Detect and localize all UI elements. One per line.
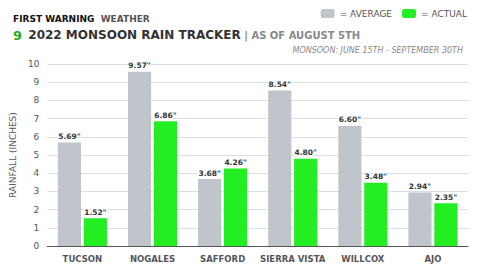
svg-text:6: 6 [34, 132, 40, 142]
svg-text:FIRST WARNING: FIRST WARNING [13, 14, 94, 24]
svg-text:TUCSON: TUCSON [63, 254, 103, 264]
svg-text:| AS OF AUGUST 5TH: | AS OF AUGUST 5TH [241, 30, 360, 42]
svg-text:3.48": 3.48" [365, 172, 388, 181]
svg-text:AJO: AJO [424, 254, 441, 264]
svg-text:SAFFORD: SAFFORD [200, 254, 245, 264]
svg-text:6.60": 6.60" [339, 115, 362, 124]
svg-text:= AVERAGE: = AVERAGE [340, 9, 393, 19]
svg-text:WILLCOX: WILLCOX [341, 254, 385, 264]
svg-text:2.94": 2.94" [409, 182, 432, 191]
svg-text:4.26": 4.26" [224, 158, 247, 167]
svg-text:9.57": 9.57" [128, 61, 151, 70]
svg-text:WEATHER: WEATHER [101, 14, 150, 24]
svg-text:3.68": 3.68" [198, 169, 221, 178]
svg-text:8.54": 8.54" [269, 80, 292, 89]
svg-text:2.35": 2.35" [435, 193, 458, 202]
svg-text:= ACTUAL: = ACTUAL [421, 9, 467, 19]
svg-text:2: 2 [34, 205, 40, 215]
svg-text:4: 4 [34, 168, 40, 178]
svg-text:MONSOON: JUNE 15TH - SEPTEMBER: MONSOON: JUNE 15TH - SEPTEMBER 30TH [293, 46, 463, 55]
svg-text:6.86": 6.86" [154, 111, 177, 120]
svg-text:1.52": 1.52" [84, 208, 107, 217]
svg-text:9: 9 [34, 77, 40, 87]
svg-text:5: 5 [34, 150, 40, 160]
svg-text:RAINFALL (INCHES): RAINFALL (INCHES) [8, 112, 18, 198]
svg-text:5.69": 5.69" [58, 132, 81, 141]
svg-text:2022 MONSOON RAIN TRACKER: 2022 MONSOON RAIN TRACKER [28, 28, 241, 42]
svg-text:NOGALES: NOGALES [130, 254, 175, 264]
svg-text:9: 9 [13, 28, 22, 43]
svg-text:10: 10 [28, 59, 40, 69]
svg-text:1: 1 [34, 223, 40, 233]
svg-text:4.80": 4.80" [294, 148, 317, 157]
svg-text:7: 7 [34, 114, 40, 124]
svg-text:SIERRA VISTA: SIERRA VISTA [260, 254, 326, 264]
svg-text:0: 0 [34, 241, 40, 251]
svg-text:3: 3 [34, 186, 40, 196]
svg-text:8: 8 [34, 95, 40, 105]
